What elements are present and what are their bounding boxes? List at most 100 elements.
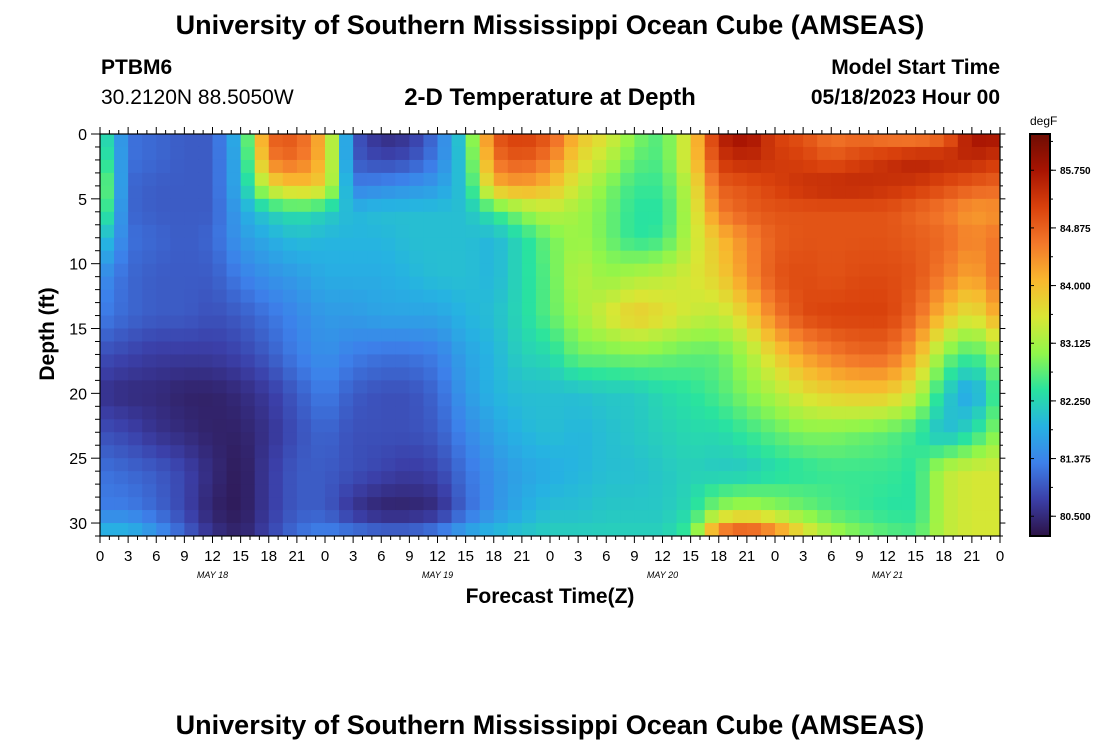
heatmap-cell xyxy=(437,393,453,407)
heatmap-cell xyxy=(170,328,185,343)
heatmap-cell xyxy=(142,302,157,317)
heatmap-cell xyxy=(564,484,579,498)
x-tick-label: 9 xyxy=(630,548,638,565)
heatmap-cell xyxy=(395,315,410,330)
heatmap-cell xyxy=(451,354,467,369)
heatmap-cell xyxy=(831,497,846,511)
heatmap-cell xyxy=(564,393,579,407)
heatmap-cell xyxy=(662,458,678,472)
heatmap-cell xyxy=(873,302,889,317)
heatmap-cell xyxy=(423,432,439,446)
heatmap-cell xyxy=(156,185,171,200)
heatmap-cell xyxy=(760,224,776,239)
heatmap-cell xyxy=(100,159,115,174)
heatmap-cell xyxy=(156,328,171,343)
heatmap-cell xyxy=(282,484,298,498)
heatmap-cell xyxy=(746,198,762,213)
heatmap-cell xyxy=(128,367,143,381)
heatmap-cell xyxy=(957,393,973,407)
heatmap-cell xyxy=(718,276,734,291)
heatmap-cell xyxy=(367,250,382,265)
heatmap-cell xyxy=(775,458,790,472)
heatmap-cell xyxy=(985,393,1000,407)
heatmap-cell xyxy=(479,172,495,187)
heatmap-cell xyxy=(718,185,734,200)
heatmap-cell xyxy=(128,315,143,330)
heatmap-cell xyxy=(507,237,523,252)
heatmap-cell xyxy=(901,237,917,252)
heatmap-cell xyxy=(718,328,734,343)
heatmap-cell xyxy=(381,471,396,485)
heatmap-cell xyxy=(423,250,439,265)
heatmap-cell xyxy=(296,172,312,187)
heatmap-cell xyxy=(170,211,185,226)
heatmap-cell xyxy=(564,471,579,485)
heatmap-cell xyxy=(254,211,270,226)
heatmap-cell xyxy=(451,315,467,330)
heatmap-cell xyxy=(718,198,734,213)
heatmap-cell xyxy=(789,445,804,459)
heatmap-cell xyxy=(268,419,284,433)
heatmap-cell xyxy=(578,172,593,187)
x-axis-title: Forecast Time(Z) xyxy=(465,585,635,608)
heatmap-cell xyxy=(732,302,748,317)
heatmap-cell xyxy=(648,302,664,317)
heatmap-cell xyxy=(395,289,410,304)
heatmap-cell xyxy=(437,185,453,200)
heatmap-cell xyxy=(493,237,509,252)
heatmap-cell xyxy=(521,159,537,174)
heatmap-cell xyxy=(943,458,959,472)
heatmap-cell xyxy=(873,289,889,304)
heatmap-cell xyxy=(282,289,298,304)
heatmap-cell xyxy=(648,523,664,536)
heatmap-cell xyxy=(507,185,523,200)
heatmap-cell xyxy=(339,432,354,446)
heatmap-cell xyxy=(282,263,298,278)
heatmap-cell xyxy=(592,458,607,472)
heatmap-cell xyxy=(634,134,650,148)
heatmap-cell xyxy=(943,328,959,343)
heatmap-cell xyxy=(550,159,565,174)
heatmap-cell xyxy=(634,510,650,524)
heatmap-cell xyxy=(395,445,410,459)
heatmap-cell xyxy=(142,159,157,174)
heatmap-cell xyxy=(437,146,453,161)
heatmap-cell xyxy=(690,263,706,278)
heatmap-cell xyxy=(268,198,284,213)
heatmap-cell xyxy=(493,380,509,394)
heatmap-cell xyxy=(254,471,270,485)
heatmap-cell xyxy=(409,367,425,381)
heatmap-cell xyxy=(268,211,284,226)
heatmap-cell xyxy=(957,406,973,420)
heatmap-cell xyxy=(212,172,228,187)
heatmap-cell xyxy=(817,393,832,407)
heatmap-cell xyxy=(873,276,889,291)
heatmap-cell xyxy=(479,419,495,433)
heatmap-cell xyxy=(268,406,284,420)
heatmap-cell xyxy=(240,237,256,252)
heatmap-cell xyxy=(395,328,410,343)
heatmap-cell xyxy=(100,380,115,394)
heatmap-cell xyxy=(901,263,917,278)
heatmap-cell xyxy=(985,367,1000,381)
heatmap-cell xyxy=(915,354,931,369)
heatmap-cell xyxy=(507,354,523,369)
heatmap-cell xyxy=(789,276,804,291)
heatmap-cell xyxy=(873,458,889,472)
heatmap-cell xyxy=(409,484,425,498)
heatmap-cell xyxy=(240,198,256,213)
heatmap-cell xyxy=(620,354,635,369)
heatmap-cell xyxy=(353,250,368,265)
heatmap-cell xyxy=(985,263,1000,278)
heatmap-cell xyxy=(367,380,382,394)
heatmap-cell xyxy=(606,237,621,252)
heatmap-cell xyxy=(873,354,889,369)
heatmap-cell xyxy=(789,354,804,369)
heatmap-cell xyxy=(100,276,115,291)
heatmap-cell xyxy=(493,510,509,524)
heatmap-cell xyxy=(465,237,481,252)
colorbar-tick-label: 85.750 xyxy=(1060,166,1091,177)
heatmap-cell xyxy=(985,432,1000,446)
heatmap-cell xyxy=(409,458,425,472)
heatmap-cell xyxy=(957,510,973,524)
